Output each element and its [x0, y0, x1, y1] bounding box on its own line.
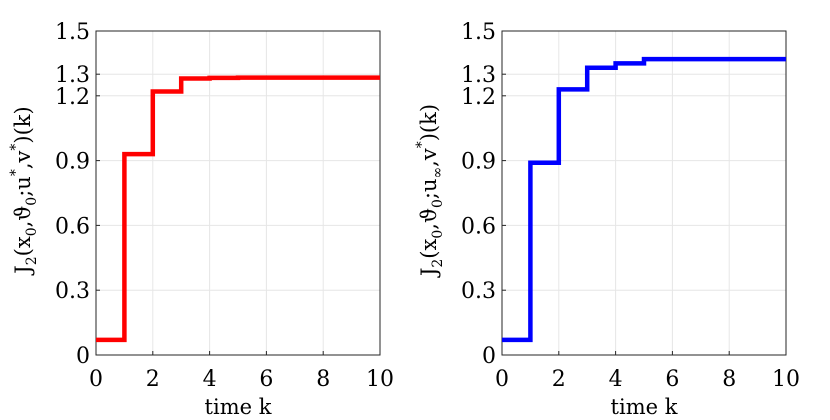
right-x-tick-label: 10: [772, 367, 800, 392]
left-x-tick-label: 8: [316, 367, 330, 392]
right-x-tick-label: 6: [665, 367, 679, 392]
right-grid: [501, 30, 787, 356]
right-x-tick-label: 0: [495, 367, 509, 392]
left-y-tick-label: 1.5: [55, 20, 90, 45]
left-y-axis-label: J2(x0,ϑ0;u*,v*)(k): [8, 106, 40, 275]
right-y-ticks: 0 0.3 0.6 0.9 1.21.3 1.5: [461, 20, 506, 369]
left-x-tick-label: 0: [89, 367, 103, 392]
left-y-tick-label: 0: [76, 344, 90, 369]
right-y-tick-label: 1.2: [461, 85, 496, 110]
right-x-tick-label: 2: [552, 367, 566, 392]
right-x-tick-label: 8: [722, 367, 736, 392]
right-y-tick-label: 0.9: [461, 150, 496, 175]
right-x-tick-label: 4: [609, 367, 623, 392]
right-y-axis-label: J2(x0,ϑ0;u∞,v*)(k): [414, 104, 446, 278]
right-y-tick-label: 1.5: [461, 20, 496, 45]
left-x-axis-label: time k: [205, 395, 272, 419]
left-y-ticks: 0 0.3 0.6 0.9 1.21.3 1.5: [55, 20, 100, 369]
left-y-tick-label: 0.3: [55, 279, 90, 304]
left-y-tick-label: 1.2: [55, 85, 90, 110]
left-x-tick-label: 2: [146, 367, 160, 392]
left-axes-frame: [95, 30, 381, 356]
left-y-tick-label: 0.9: [55, 150, 90, 175]
right-axes-frame: [501, 30, 787, 356]
right-y-tick-label: 1.3: [461, 63, 496, 88]
right-y-tick-label: 0.6: [461, 214, 496, 239]
right-series-line: [502, 56, 786, 343]
right-y-tick-label: 0: [482, 344, 496, 369]
left-y-tick-label: 0.6: [55, 214, 90, 239]
right-x-axis-label: time k: [611, 395, 678, 419]
left-x-tick-label: 4: [203, 367, 217, 392]
right-x-ticks: 0 2 4 6 8 10: [495, 351, 800, 392]
left-series-line: [96, 75, 380, 343]
right-y-tick-label: 0.3: [461, 279, 496, 304]
right-chart-panel: 0 2 4 6 8 10 0 0.3 0.6 0.9 1.21.3 1.5 time k J2(x0…: [414, 20, 800, 419]
left-x-tick-label: 10: [366, 367, 394, 392]
left-x-ticks: 0 2 4 6 8 10: [89, 351, 394, 392]
left-y-tick-label: 1.3: [55, 63, 90, 88]
left-chart-panel: 0 2 4 6 8 10 0 0.3 0.6 0.9 1.21.3 1.5 time k J2(x0…: [8, 20, 394, 419]
left-x-tick-label: 6: [259, 367, 273, 392]
